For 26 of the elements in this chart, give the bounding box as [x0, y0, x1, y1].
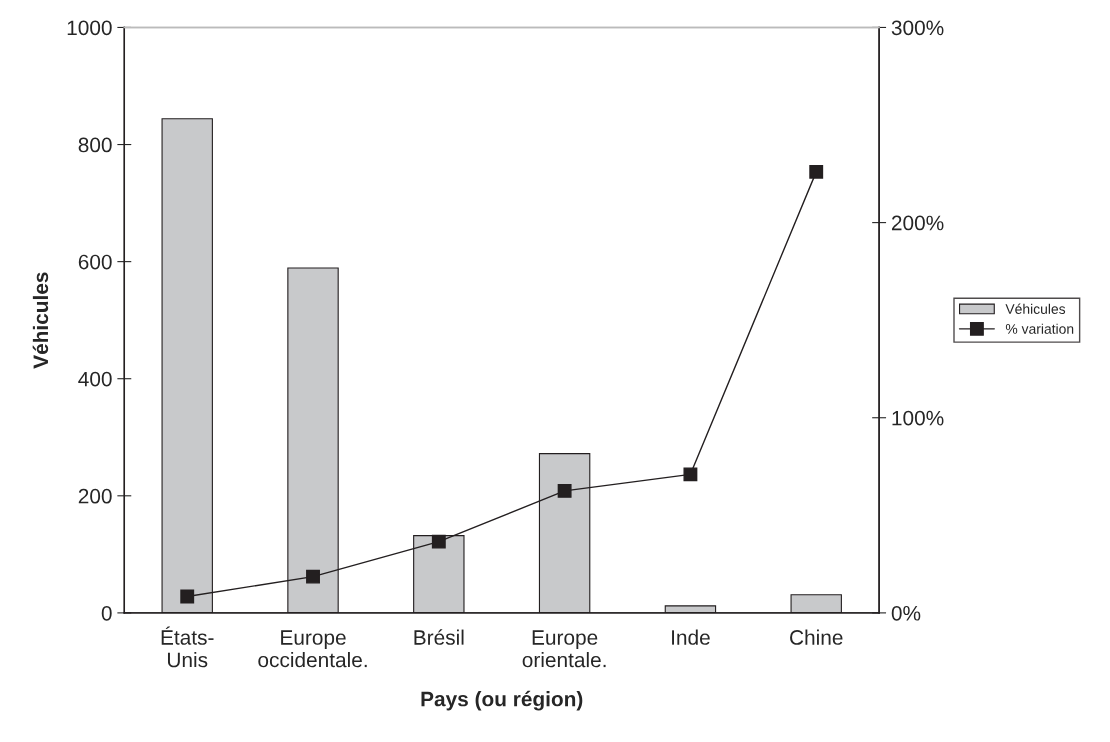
y2-tick-label: 200% — [891, 215, 944, 231]
x-axis-title: Pays (ou région) — [421, 690, 583, 711]
legend-label: Véhicules — [1005, 303, 1066, 314]
y2-tick-label: 0% — [891, 605, 921, 621]
point — [431, 534, 446, 549]
point — [180, 589, 195, 604]
point — [557, 483, 572, 498]
x-tick-label: Inde — [672, 629, 710, 645]
point — [306, 569, 320, 584]
y-tick-label: 1000 — [67, 20, 112, 36]
x-tick-label: Chine — [790, 629, 843, 645]
x-tick-label: Europe orientale. — [522, 630, 606, 668]
point — [809, 164, 824, 179]
x-tick-label: Europe occidentale. — [258, 630, 367, 668]
y-tick-label: 800 — [78, 137, 112, 153]
y2-tick-label: 300% — [891, 20, 944, 36]
y-tick-label: 600 — [78, 254, 112, 270]
legend-label: % variation — [1005, 323, 1074, 334]
y-tick-label: 200 — [78, 488, 112, 504]
y-axis-title: Véhicules — [32, 272, 49, 369]
y-tick-label: 0 — [101, 605, 112, 621]
x-tick-label: Brésil — [414, 629, 464, 645]
point — [683, 467, 698, 482]
y-tick-label: 400 — [78, 371, 112, 387]
y2-tick-label: 100% — [892, 410, 944, 426]
x-tick-label: États- Unis — [161, 626, 214, 668]
